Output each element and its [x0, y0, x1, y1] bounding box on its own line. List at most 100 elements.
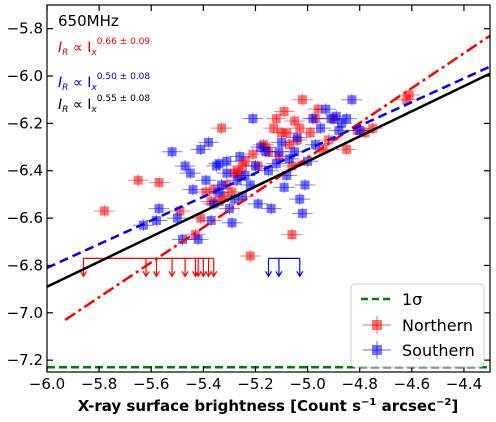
- fit-all-line: [47, 72, 490, 288]
- northern-upper-limit-arrow: [181, 258, 189, 278]
- x-tick-label: −4.4: [446, 375, 482, 393]
- northern-point: [265, 112, 287, 125]
- southern-point: [198, 136, 219, 149]
- southern-point: [174, 160, 196, 172]
- southern-point: [273, 181, 295, 194]
- fit-northern-line: [64, 34, 490, 321]
- southern-upper-limit-arrow: [264, 258, 273, 278]
- y-tick-label: −5.8: [7, 20, 43, 38]
- southern-point: [286, 131, 308, 144]
- fit-southern-label: IR ∝ Ix0.50 ± 0.08: [58, 72, 150, 93]
- southern-point: [250, 141, 272, 153]
- southern-point: [218, 202, 240, 215]
- northern-upper-limit-arrow: [79, 258, 87, 278]
- southern-point: [245, 160, 266, 172]
- plot-area: [47, 34, 490, 369]
- fit-northern-label: IR ∝ Ix0.66 ± 0.09: [58, 37, 150, 58]
- northern-upper-limit-arrow: [194, 258, 202, 278]
- x-axis-label: X-ray surface brightness [Count s−1 arcs…: [78, 397, 458, 415]
- southern-point: [200, 214, 222, 227]
- southern-upper-limit-arrow: [275, 258, 283, 278]
- northern-point: [211, 122, 233, 135]
- fit-all-label: IR ∝ Ix0.55 ± 0.08: [58, 94, 150, 115]
- southern-point: [289, 193, 311, 206]
- northern-upper-limit-arrow: [199, 258, 207, 278]
- y-tick-label: −6.4: [7, 162, 43, 180]
- x-tick-label: −5.0: [289, 375, 325, 393]
- northern-point: [281, 228, 303, 241]
- legend-southern-label: Southern: [402, 341, 475, 360]
- legend-southern-swatch: [363, 341, 391, 359]
- southern-point: [179, 167, 201, 180]
- y-tick-label: −6.6: [7, 209, 43, 227]
- northern-upper-limit-arrow: [152, 258, 160, 278]
- y-tick-label: −6.8: [7, 256, 43, 274]
- northern-upper-limit-arrow: [205, 258, 213, 278]
- northern-point: [284, 115, 305, 127]
- y-tick-label: −6.2: [7, 114, 43, 132]
- x-tick-label: −5.8: [81, 375, 117, 393]
- southern-point: [161, 145, 183, 158]
- northern-point: [276, 126, 298, 139]
- southern-point: [216, 167, 238, 180]
- southern-point: [315, 103, 337, 116]
- axes: −6.0 −5.8 −5.6 −5.4 −5.2 −5.0 −4.8 −4.6 −4.4 −5.8…: [7, 5, 490, 393]
- southern-point: [226, 174, 248, 187]
- northern-upper-limit-arrow: [168, 258, 176, 278]
- northern-point: [289, 122, 311, 135]
- southern-point: [294, 179, 316, 191]
- southern-point: [331, 117, 352, 130]
- x-tick-label: −5.2: [237, 375, 273, 393]
- southern-point: [278, 152, 300, 165]
- northern-point: [273, 105, 295, 118]
- legend-northern-label: Northern: [402, 316, 473, 335]
- southern-point: [271, 136, 292, 149]
- southern-point: [195, 174, 217, 187]
- southern-point: [265, 157, 287, 170]
- x-tick-label: −6.0: [29, 375, 65, 393]
- northern-point: [291, 93, 313, 106]
- frequency-label: 650MHz: [58, 12, 119, 30]
- plot-frame: [46, 4, 491, 373]
- legend-northern-swatch: [363, 316, 391, 334]
- x-tick-label: −5.6: [133, 375, 169, 393]
- southern-point: [260, 202, 282, 215]
- fit-southern-line: [47, 65, 490, 269]
- northern-point: [336, 143, 358, 156]
- northern-point: [263, 122, 285, 135]
- southern-point: [229, 150, 251, 163]
- northern-point: [148, 176, 170, 189]
- x-tick-label: −4.8: [341, 375, 377, 393]
- x-tick-label: −4.6: [394, 375, 430, 393]
- northern-point: [127, 174, 149, 187]
- y-tick-label: −7.2: [7, 351, 43, 369]
- northern-point: [362, 122, 384, 135]
- x-tick-label: −5.4: [185, 375, 221, 393]
- southern-upper-limit-arrow: [296, 258, 304, 278]
- northern-point: [299, 126, 321, 139]
- legend-sigma-label: 1σ: [402, 290, 422, 309]
- southern-point: [341, 93, 363, 106]
- northern-point: [242, 148, 264, 161]
- legend-box: [350, 283, 485, 368]
- southern-point: [247, 197, 269, 210]
- southern-point: [242, 112, 264, 125]
- northern-upper-limit-arrow: [210, 258, 218, 278]
- northern-point: [234, 155, 256, 168]
- southern-point: [208, 157, 230, 170]
- legend: 1σ Northern Southern: [350, 283, 485, 368]
- northern-point: [398, 89, 420, 101]
- southern-point: [187, 233, 209, 246]
- southern-point: [291, 207, 313, 220]
- southern-point: [182, 183, 204, 196]
- southern-point: [190, 143, 212, 156]
- southern-point: [302, 112, 324, 125]
- southern-point: [310, 122, 332, 135]
- y-tick-label: −6.0: [7, 67, 43, 85]
- southern-point: [221, 216, 243, 229]
- northern-point: [239, 250, 261, 262]
- northern-upper-limit-arrow: [192, 258, 200, 278]
- southern-point: [148, 202, 170, 215]
- y-tick-label: −7.0: [7, 304, 43, 322]
